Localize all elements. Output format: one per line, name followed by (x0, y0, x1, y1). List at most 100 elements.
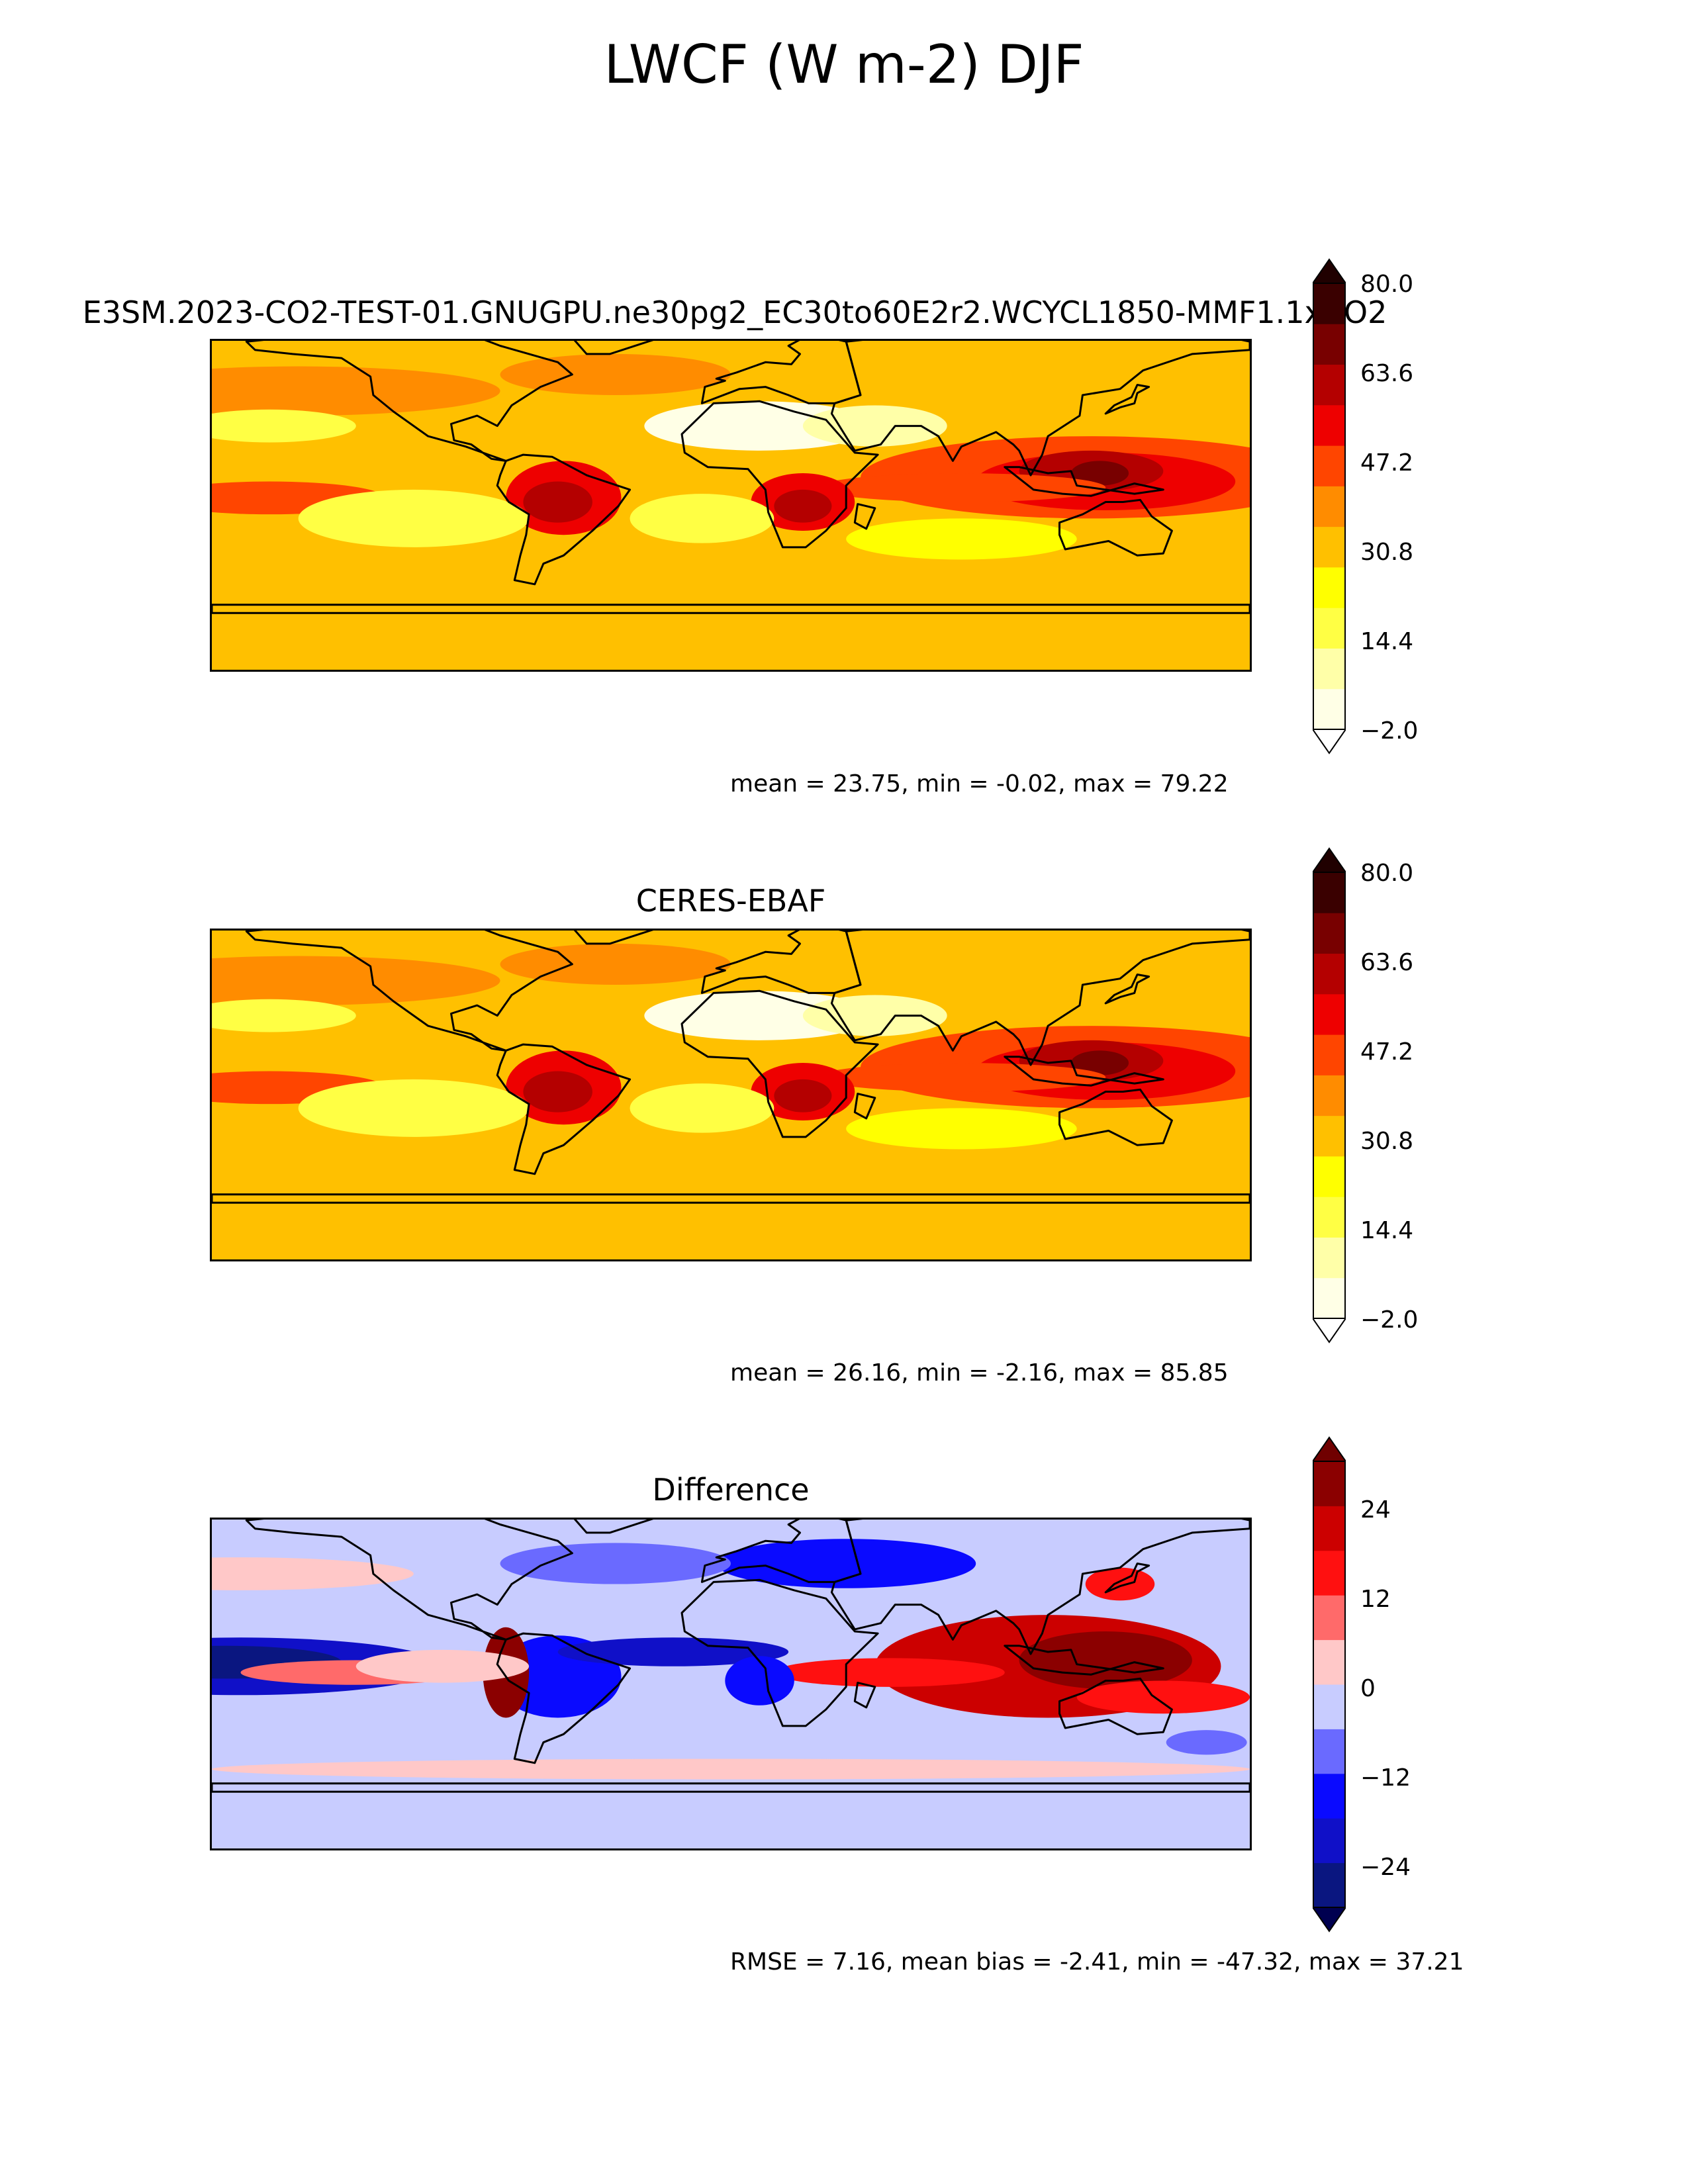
colorbar-swatch (1313, 688, 1346, 730)
coastline-antarctica_edge (212, 1782, 1250, 1793)
contour-region (1166, 1730, 1247, 1755)
panel-3-colorbar-tick: −12 (1360, 1764, 1411, 1792)
panel-2-colorbar-tick: −2.0 (1360, 1306, 1419, 1334)
colorbar-swatch (1313, 1115, 1346, 1157)
panel-3-colorbar-tick: −24 (1360, 1854, 1411, 1881)
colorbar-swatch (1313, 364, 1346, 406)
contour-region (1019, 1631, 1192, 1689)
contour-region (500, 353, 731, 396)
colorbar-swatch (1313, 1075, 1346, 1116)
colorbar-swatch (1313, 608, 1346, 649)
colorbar-swatch (1313, 1729, 1346, 1774)
colorbar-swatch (1313, 1639, 1346, 1685)
panel-2-colorbar-tick: 14.4 (1360, 1217, 1414, 1244)
panel-2-colorbar-tick: 63.6 (1360, 949, 1414, 976)
coastline-madagascar (853, 503, 876, 530)
colorbar-frame (1313, 872, 1346, 1319)
colorbar-swatch (1313, 1818, 1346, 1864)
panel-3-colorbar-tick: 12 (1360, 1586, 1391, 1613)
panel-2-stats: mean = 26.16, min = -2.16, max = 85.85 (730, 1359, 1229, 1387)
coastline-japan (1104, 384, 1150, 415)
colorbar-swatch (1313, 1506, 1346, 1551)
coastline-asia (830, 341, 1250, 477)
contour-region (846, 518, 1077, 560)
colorbar-swatch (1313, 526, 1346, 568)
colorbar-frame (1313, 1461, 1346, 1908)
colorbar-extend-min (1311, 1318, 1347, 1343)
contour-region (725, 1656, 794, 1706)
panel-1-colorbar-tick: 14.4 (1360, 628, 1414, 655)
contour-region (212, 1141, 1250, 1199)
contour-region (500, 943, 731, 985)
colorbar-swatch (1313, 283, 1346, 324)
panel-3-colorbar (1311, 1436, 1347, 1933)
contour-region (212, 1557, 414, 1590)
contour-region (630, 494, 774, 543)
colorbar-extend-max (1311, 847, 1347, 873)
colorbar-swatch (1313, 404, 1346, 446)
coastline-namerica (245, 341, 573, 462)
panel-3-colorbar-tick: 0 (1360, 1675, 1376, 1702)
coastline-africa (680, 400, 879, 549)
contour-region (212, 409, 356, 443)
contour-region (557, 1637, 789, 1666)
contour-region (817, 473, 1106, 502)
coastline-samerica (496, 1632, 632, 1764)
colorbar-swatch (1313, 993, 1346, 1035)
contour-region (298, 1079, 530, 1137)
contour-region (500, 1543, 731, 1584)
colorbar-swatch (1313, 1197, 1346, 1238)
coastline-indonesia (1004, 1056, 1164, 1087)
contour-region (846, 1108, 1077, 1150)
colorbar-swatch (1313, 1237, 1346, 1279)
colorbar-swatch (1313, 648, 1346, 690)
coastline-asia (830, 931, 1250, 1066)
panel-1-title: E3SM.2023-CO2-TEST-01.GNUGPU.ne30pg2_EC3… (82, 295, 1387, 330)
panel-1-colorbar-tick: 63.6 (1360, 360, 1414, 387)
coastline-australia (1058, 498, 1173, 557)
panel-1-stats: mean = 23.75, min = -0.02, max = 79.22 (730, 770, 1229, 797)
panel-1-colorbar-tick: 80.0 (1360, 271, 1414, 298)
panel-1-colorbar-tick: 30.8 (1360, 539, 1414, 566)
colorbar-swatch (1313, 567, 1346, 608)
contour-region (212, 366, 500, 416)
contour-region (212, 551, 1250, 610)
panel-1-map (210, 339, 1252, 672)
coastline-antarctica_edge (212, 604, 1250, 614)
coastline-greenland (573, 931, 654, 945)
coastline-madagascar (853, 1093, 876, 1120)
coastline-africa (680, 989, 879, 1138)
coastline-japan (1104, 974, 1150, 1005)
contour-region (802, 995, 947, 1036)
coastline-samerica (496, 453, 632, 586)
coastline-namerica (245, 1520, 573, 1641)
contour-region (212, 1758, 1250, 1780)
panel-2-colorbar-tick: 47.2 (1360, 1038, 1414, 1066)
panel-2-colorbar (1311, 847, 1347, 1343)
contour-region (1070, 1050, 1129, 1075)
panel-1-colorbar (1311, 258, 1347, 754)
coastline-antarctica_edge (212, 1193, 1250, 1204)
figure-title: LWCF (W m-2) DJF (604, 34, 1084, 95)
coastline-greenland (573, 341, 654, 355)
contour-region (1076, 1680, 1250, 1714)
colorbar-swatch (1313, 486, 1346, 527)
panel-2-title: CERES-EBAF (635, 883, 826, 919)
coastline-europe (700, 341, 862, 404)
colorbar-swatch (1313, 872, 1346, 913)
colorbar-extend-max (1311, 1436, 1347, 1462)
contour-region (774, 1079, 832, 1113)
colorbar-swatch (1313, 324, 1346, 365)
contour-region (212, 999, 356, 1032)
coastline-asia (830, 1520, 1250, 1655)
contour-region (817, 1063, 1106, 1092)
coastline-greenland (573, 1520, 654, 1534)
contour-region (774, 489, 832, 523)
contour-region (523, 481, 592, 523)
coastline-europe (700, 931, 862, 994)
coastline-australia (1058, 1677, 1173, 1735)
colorbar-swatch (1313, 1277, 1346, 1319)
colorbar-swatch (1313, 913, 1346, 954)
panel-2-colorbar-tick: 30.8 (1360, 1128, 1414, 1155)
panel-3-stats: RMSE = 7.16, mean bias = -2.41, min = -4… (730, 1948, 1464, 1976)
